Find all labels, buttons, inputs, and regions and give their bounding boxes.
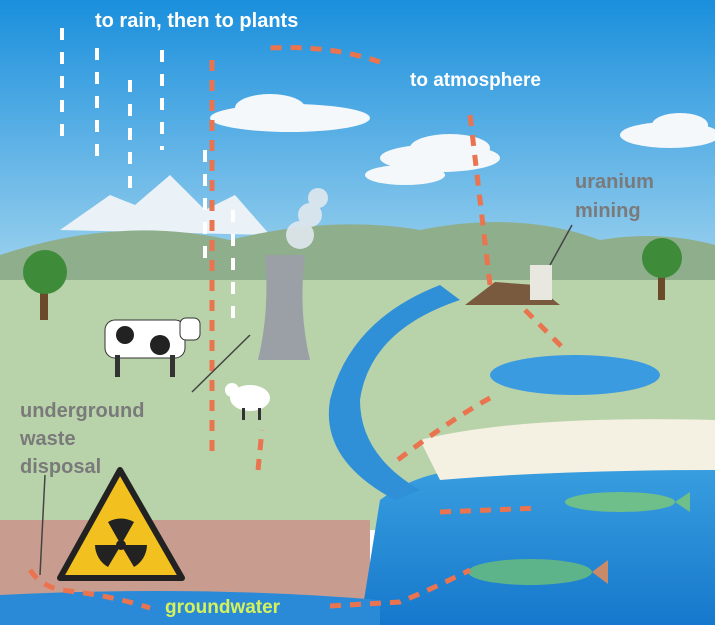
lake	[490, 355, 660, 395]
label-line: waste	[19, 428, 76, 450]
sea	[360, 460, 715, 625]
label-line: uranium	[575, 171, 654, 193]
mine-tower	[530, 265, 552, 300]
soil	[0, 520, 370, 600]
diagram: to rain, then to plants to atmosphere ur…	[0, 0, 715, 625]
label-rain: to rain, then to plants	[95, 10, 298, 32]
label-atmosphere: to atmosphere	[410, 70, 541, 91]
label-line: mining	[575, 200, 641, 222]
label-groundwater: groundwater	[165, 597, 281, 618]
label-line: underground	[20, 400, 144, 422]
label-line: disposal	[20, 456, 101, 478]
